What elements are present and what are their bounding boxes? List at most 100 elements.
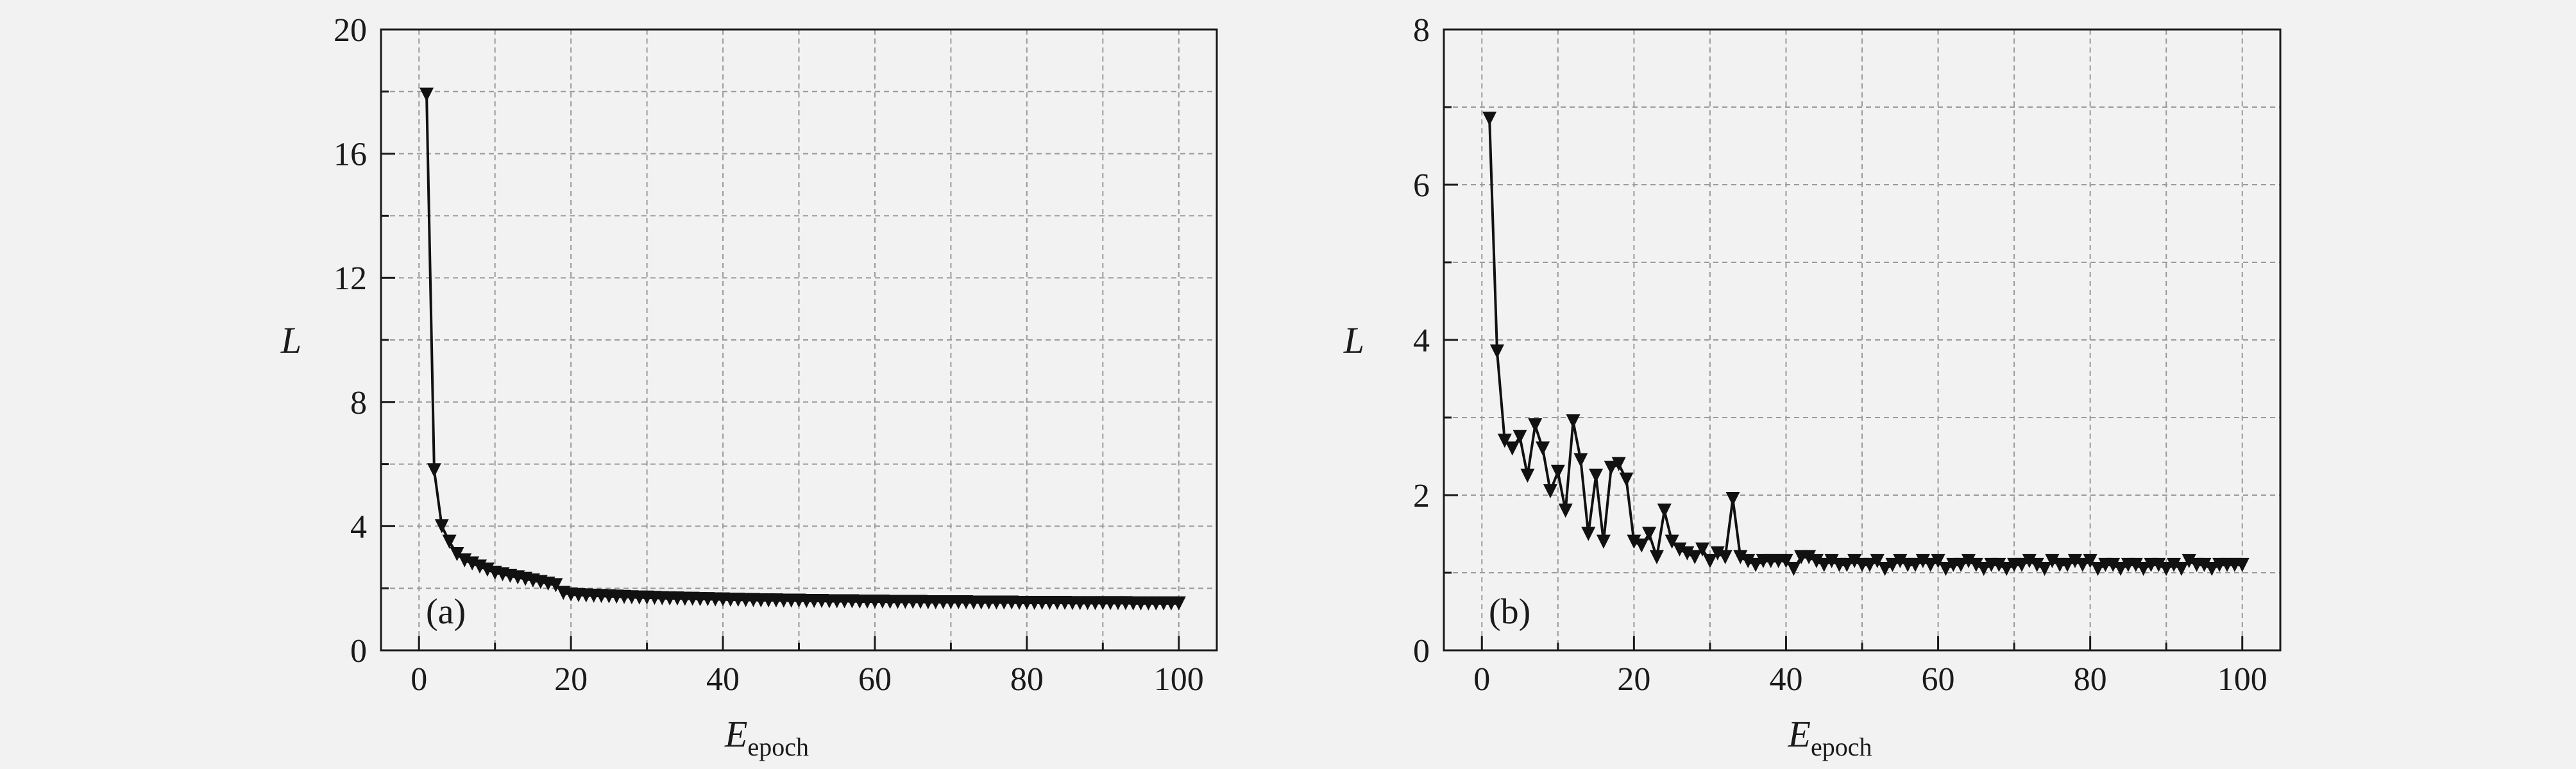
data-point [1497, 434, 1512, 448]
data-point [1725, 492, 1740, 507]
data-point [2182, 554, 2196, 568]
data-point [2029, 557, 2044, 572]
series-line [563, 591, 1179, 605]
data-point [2014, 557, 2029, 572]
x-tick-label: 40 [706, 661, 740, 698]
data-point [1611, 457, 1626, 471]
data-point [2167, 557, 2182, 572]
data-point [1893, 554, 1908, 568]
data-point [1817, 557, 1831, 572]
panel-label: (b) [1489, 592, 1530, 632]
data-point [2136, 561, 2151, 576]
data-point [1573, 453, 1588, 468]
data-point [1862, 557, 1877, 572]
data-point [1877, 561, 1892, 576]
data-point [1634, 538, 1649, 553]
x-tick-label: 80 [1010, 661, 1044, 698]
y-tick-label: 8 [350, 385, 367, 421]
data-point [1558, 503, 1573, 518]
data-point [419, 87, 434, 102]
data-point [1520, 468, 1535, 483]
data-point [1847, 554, 1862, 568]
data-point [2114, 561, 2128, 576]
x-axis-label-main: E [724, 713, 747, 755]
y-tick-label: 8 [1413, 12, 1430, 49]
data-point [2090, 561, 2105, 576]
data-point [1171, 596, 1186, 611]
data-point [1680, 546, 1695, 561]
data-point [2067, 554, 2082, 568]
data-point [2022, 554, 2037, 568]
data-point [2205, 561, 2219, 576]
data-point [1885, 557, 1900, 572]
x-tick-label: 80 [2074, 661, 2107, 698]
data-point [1954, 557, 1969, 572]
y-tick-label: 20 [334, 12, 367, 49]
y-tick-label: 4 [350, 509, 367, 545]
data-point [2037, 561, 2052, 576]
data-point [1976, 561, 1991, 576]
data-point [450, 546, 464, 561]
data-point [2128, 557, 2143, 572]
data-point [1566, 414, 1580, 429]
data-point [1550, 464, 1565, 479]
x-axis-label-subscript: epoch [1811, 732, 1872, 761]
data-point [1604, 461, 1618, 475]
y-tick-label: 12 [334, 260, 367, 297]
data-point [1649, 550, 1664, 564]
data-point [1596, 534, 1611, 549]
panel-label: (a) [426, 592, 466, 632]
data-point [442, 534, 457, 549]
data-point [1779, 554, 1793, 568]
data-point [2159, 561, 2174, 576]
data-point [2235, 557, 2250, 572]
data-point [1619, 472, 1634, 487]
data-point [1809, 554, 1824, 568]
data-point [1733, 550, 1748, 564]
data-point [1688, 550, 1702, 564]
data-point [548, 578, 563, 593]
data-point [1870, 554, 1885, 568]
data-point [1665, 534, 1679, 549]
data-point [1718, 550, 1733, 564]
x-tick-label: 100 [2217, 661, 2267, 698]
data-point [1840, 557, 1854, 572]
data-point [2151, 557, 2166, 572]
data-point [1489, 344, 1504, 359]
data-point [1931, 554, 1945, 568]
data-point [1536, 441, 1550, 456]
data-point [1938, 561, 1953, 576]
data-point [2045, 554, 2060, 568]
x-tick-label: 60 [858, 661, 892, 698]
data-point [1749, 557, 1763, 572]
x-axis-label-subscript: epoch [747, 732, 809, 761]
panel-a: 0 20 40 60 80 100 0 4 8 12 16 20 L Eepoch (a) [280, 12, 1218, 761]
y-axis-label: L [280, 319, 301, 361]
x-axis-label: Eepoch [1788, 713, 1872, 761]
x-tick-label: 40 [1769, 661, 1802, 698]
data-point [1505, 441, 1520, 456]
x-axis-label: Eepoch [724, 713, 809, 761]
data-point [2075, 557, 2090, 572]
data-point [1741, 554, 1756, 568]
x-tick-label: 100 [1154, 661, 1204, 698]
y-tick-label: 4 [1413, 323, 1430, 359]
y-tick-label: 6 [1413, 167, 1430, 204]
y-tick-label: 0 [350, 633, 367, 670]
y-tick-label: 0 [1413, 633, 1430, 670]
data-point [1702, 554, 1717, 568]
panel-b: 0 20 40 60 80 100 0 2 4 6 8 L Eepoch (b) [1343, 12, 2282, 761]
data-point [1589, 468, 1604, 483]
data-point [1802, 550, 1817, 564]
data-point [2083, 554, 2097, 568]
data-point [1915, 554, 1930, 568]
data-point [1642, 527, 1657, 541]
data-point [1961, 554, 1976, 568]
data-point [1695, 542, 1710, 557]
x-tick-label: 20 [1617, 661, 1650, 698]
x-tick-label: 20 [554, 661, 588, 698]
data-point [1710, 546, 1725, 561]
y-axis-label: L [1343, 319, 1364, 361]
data-point [1627, 534, 1641, 549]
